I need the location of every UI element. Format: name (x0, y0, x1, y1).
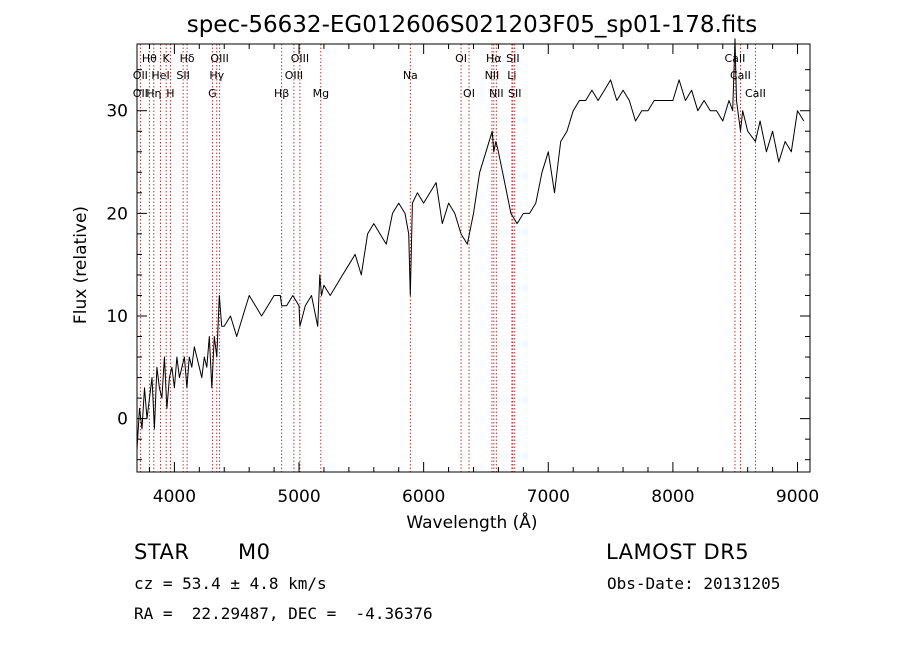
x-tick-label: 4000 (153, 487, 196, 507)
object-subclass: M0 (238, 540, 271, 564)
obs-date: Obs-Date: 20131205 (607, 574, 781, 593)
chart-title: spec-56632-EG012606S021203F05_sp01-178.f… (187, 12, 758, 38)
line-label: CaII (745, 87, 766, 100)
survey-label: LAMOST DR5 (606, 540, 750, 564)
line-marks (139, 44, 756, 472)
line-label: OI (463, 87, 475, 100)
line-label: CaII (725, 52, 746, 65)
line-label: H (166, 87, 174, 100)
x-tick-label: 7000 (527, 487, 570, 507)
line-label: SII (508, 87, 521, 100)
line-label: Na (403, 69, 418, 82)
series-layer (136, 38, 805, 450)
line-label: OIII (291, 52, 309, 65)
line-label: HeI (151, 69, 169, 82)
line-label: NII (485, 69, 500, 82)
line-label: Hθ (142, 52, 157, 65)
line-label: OIII (285, 69, 303, 82)
y-tick-label: 0 (117, 410, 128, 430)
object-class: STAR (134, 540, 190, 564)
line-label: K (163, 52, 171, 65)
line-label: Hβ (274, 87, 289, 100)
axes: 4000 5000 6000 7000 8000 9000 0 10 20 30 (106, 43, 819, 507)
line-label: Hδ (180, 52, 195, 65)
line-label: SII (506, 52, 519, 65)
line-label: G (208, 87, 217, 100)
line-label: SII (176, 69, 189, 82)
line-label: OII (133, 69, 148, 82)
line-label: Hα (486, 52, 502, 65)
redshift-value: cz = 53.4 ± 4.8 km/s (134, 574, 327, 593)
line-label: CaII (730, 69, 751, 82)
line-label: Hγ (209, 69, 224, 82)
x-tick-label: 6000 (402, 487, 445, 507)
y-axis-label: Flux (relative) (71, 206, 91, 324)
x-tick-label: 8000 (651, 487, 694, 507)
y-tick-label: 30 (106, 102, 128, 122)
line-label: OIII (210, 52, 228, 65)
line-label: Mg (313, 87, 329, 100)
x-tick-label: 5000 (277, 487, 320, 507)
line-label: Hη (146, 87, 161, 100)
x-tick-label: 9000 (776, 487, 819, 507)
line-label: NII (489, 87, 504, 100)
spectrum-line (136, 38, 805, 450)
line-label: Li (507, 69, 516, 82)
y-tick-label: 10 (106, 307, 128, 327)
coordinates: RA = 22.29487, DEC = -4.36376 (134, 604, 433, 623)
line-label: OI (455, 52, 467, 65)
line-labels: Hθ K Hδ OIII OIII OI Hα SII CaII OII HeI SII Hγ OIII N… (133, 52, 766, 100)
line-label: OII (133, 87, 148, 100)
y-tick-label: 20 (106, 204, 128, 224)
x-axis-label: Wavelength (Å) (406, 511, 537, 533)
